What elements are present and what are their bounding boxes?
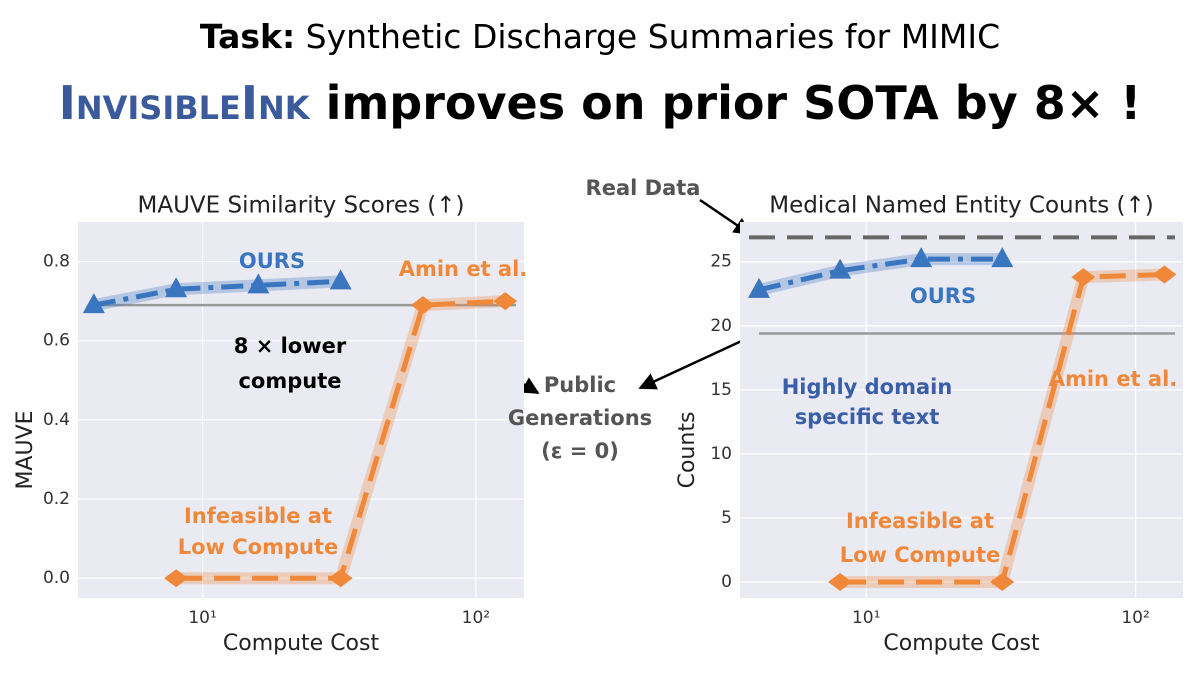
y-tick-label: 20 <box>710 316 732 336</box>
marker <box>1152 265 1177 284</box>
x-axis-label: Compute Cost <box>223 631 380 656</box>
series-label: Amin et al. <box>1049 367 1178 391</box>
annotation: Highly domain <box>782 375 953 399</box>
x-tick-label: 10² <box>462 608 490 628</box>
headline: InvisibleInk improves on prior SOTA by 8… <box>59 76 1142 130</box>
y-tick-label: 15 <box>710 380 732 400</box>
marker <box>828 572 853 591</box>
marker <box>910 247 933 268</box>
annotation: Infeasible at <box>846 509 994 533</box>
claim: improves on prior SOTA by 8× ! <box>326 76 1142 130</box>
chart-title: MAUVE Similarity Scores (↑) <box>138 193 465 219</box>
marker <box>247 273 270 294</box>
annotation: Generations <box>508 406 652 430</box>
marker <box>991 247 1014 268</box>
y-axis-label: Counts <box>675 412 700 489</box>
y-axis-label: MAUVE <box>13 410 38 489</box>
marker <box>829 258 852 279</box>
task-line: Task: Synthetic Discharge Summaries for … <box>200 17 1000 56</box>
series-line <box>840 272 1165 585</box>
y-tick-label: 5 <box>721 508 732 528</box>
marker <box>165 277 188 298</box>
plot-area <box>740 222 1183 598</box>
task: Synthetic Discharge Summaries for MIMIC <box>306 17 1000 56</box>
y-tick-label: 0.6 <box>43 331 70 351</box>
annotation: compute <box>238 369 341 393</box>
x-tick-label: 10¹ <box>852 608 880 628</box>
marker <box>748 277 771 298</box>
series-label: OURS <box>239 249 305 273</box>
marker <box>1071 268 1096 287</box>
marker <box>164 569 189 588</box>
series-label: Amin et al. <box>399 257 528 281</box>
series-line <box>176 298 506 581</box>
y-tick-label: 0.8 <box>43 252 70 272</box>
series-label: OURS <box>910 284 976 308</box>
reference-label: Real Data <box>586 176 701 200</box>
marker <box>329 269 352 290</box>
annotation: specific text <box>795 405 940 429</box>
annotation: Low Compute <box>840 543 1001 567</box>
annotation: Low Compute <box>178 535 339 559</box>
series-band <box>92 275 341 312</box>
arrow <box>638 336 749 390</box>
marker <box>990 572 1015 591</box>
marker <box>328 569 353 588</box>
marker <box>82 293 105 314</box>
annotation: Infeasible at <box>184 504 332 528</box>
y-tick-label: 0.0 <box>43 568 70 588</box>
x-tick-label: 10¹ <box>188 608 216 628</box>
y-tick-label: 0.4 <box>43 410 70 430</box>
y-tick-label: 0 <box>721 572 732 592</box>
marker <box>410 296 435 315</box>
marker <box>493 292 518 311</box>
y-tick-label: 10 <box>710 444 732 464</box>
annotation: (ε = 0) <box>541 439 619 463</box>
method-name: InvisibleInk <box>59 76 311 130</box>
task-label: Task: <box>200 17 295 56</box>
plot-area <box>78 222 524 598</box>
y-tick-label: 0.2 <box>43 489 70 509</box>
x-axis-label: Compute Cost <box>883 631 1040 656</box>
annotation: 8 × lower <box>234 334 347 358</box>
chart-title: Medical Named Entity Counts (↑) <box>769 193 1153 219</box>
y-tick-label: 25 <box>710 252 732 272</box>
x-tick-label: 10² <box>1121 608 1149 628</box>
annotation: Public <box>544 373 616 397</box>
series-line <box>758 256 1003 293</box>
